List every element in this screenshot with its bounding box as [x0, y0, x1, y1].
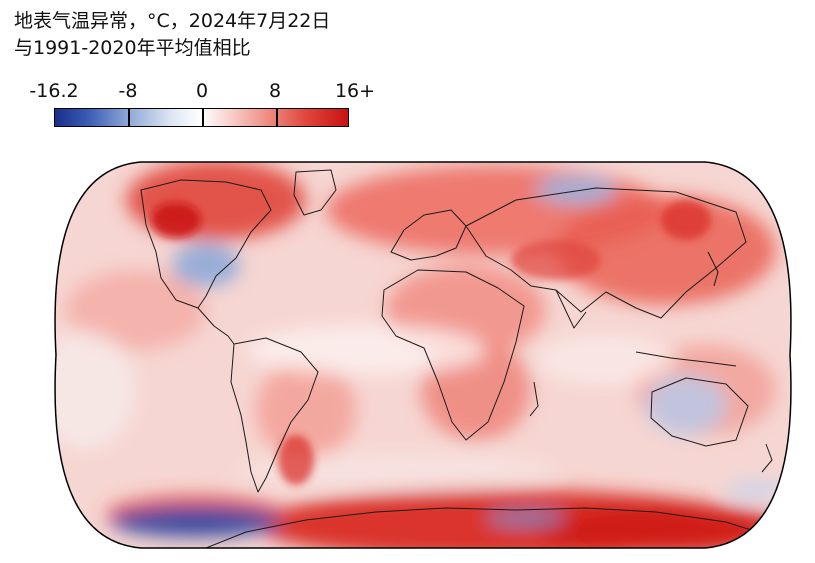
anomaly-highlights — [151, 200, 711, 485]
colorbar-tick — [128, 109, 130, 126]
color-bar — [54, 108, 349, 127]
colorbar-tick — [202, 109, 204, 126]
map-frame — [54, 161, 792, 549]
color-legend: -16.2 -8 0 8 16+ — [20, 80, 380, 140]
title-line-1: 地表气温异常，°C，2024年7月22日 — [14, 10, 331, 32]
legend-tick-label: 0 — [195, 80, 209, 102]
legend-tick-label: -16.2 — [29, 80, 79, 102]
anomaly-field — [55, 162, 791, 548]
colorbar-tick — [276, 109, 278, 126]
map-title: 地表气温异常，°C，2024年7月22日 与1991-2020年平均值相比 — [14, 8, 330, 62]
legend-tick-label: 16+ — [334, 80, 376, 102]
title-line-2: 与1991-2020年平均值相比 — [14, 37, 251, 59]
world-anomaly-map — [54, 161, 792, 549]
legend-tick-label: -8 — [118, 80, 138, 102]
coastlines — [140, 169, 777, 548]
legend-tick-label: 8 — [268, 80, 282, 102]
